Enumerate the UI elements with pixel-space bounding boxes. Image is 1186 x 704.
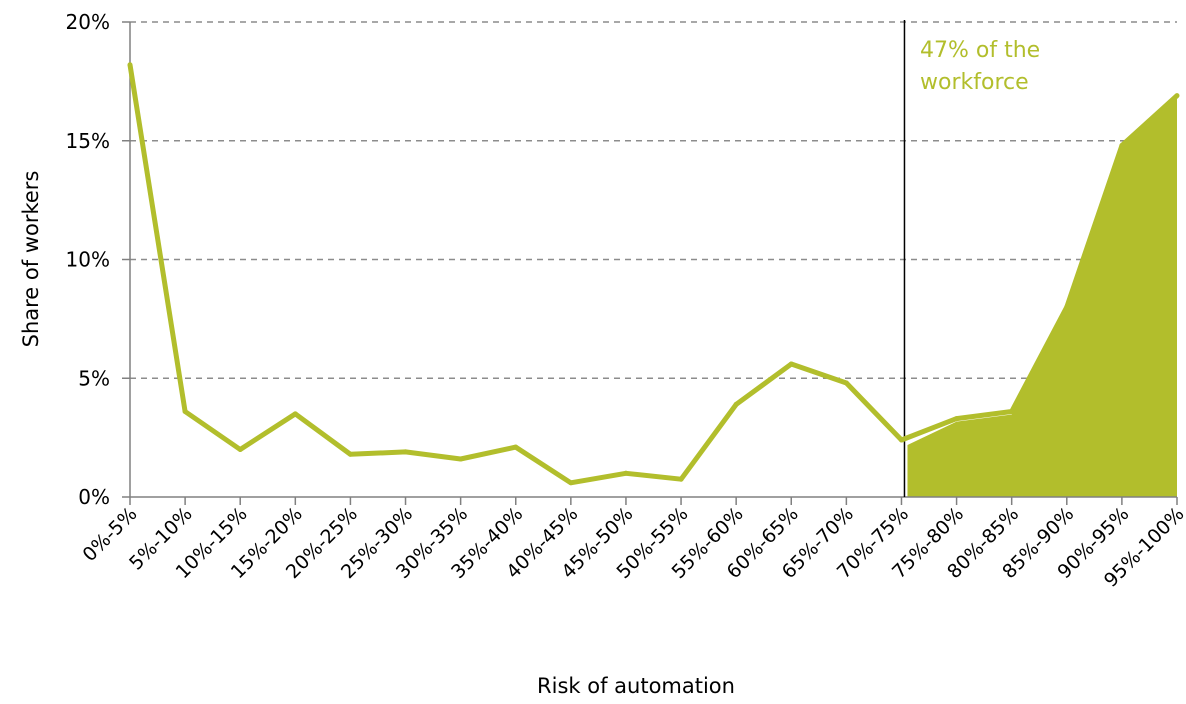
annotation-line-1: 47% of the — [920, 38, 1040, 63]
y-tick-label: 0% — [78, 485, 110, 509]
annotation: 47% of the workforce — [920, 38, 1040, 95]
highlight-fill — [907, 98, 1177, 497]
data-point — [623, 470, 629, 476]
data-point — [513, 444, 519, 450]
data-point — [568, 480, 574, 486]
data-point — [347, 451, 353, 457]
y-tick-label: 15% — [66, 129, 110, 153]
data-point — [1009, 409, 1015, 414]
data-point — [292, 411, 298, 417]
y-tick-label: 10% — [66, 248, 110, 272]
y-tick-labels: 0% 5% 10% 15% 20% — [66, 10, 110, 509]
data-point — [1064, 304, 1070, 310]
data-point — [954, 416, 960, 422]
data-point — [678, 476, 684, 482]
annotation-line-2: workforce — [920, 70, 1029, 95]
data-point — [1119, 143, 1125, 148]
data-point — [237, 447, 243, 452]
axes — [129, 20, 1178, 505]
y-axis-title: Share of workers — [19, 171, 43, 348]
gridlines — [122, 21, 1177, 498]
data-point — [733, 401, 739, 407]
x-tick-labels: 0%-5%5%-10%10%-15%15%-20%20%-25%25%-30%3… — [79, 503, 1186, 592]
y-tick-label: 20% — [66, 10, 110, 34]
y-tick-label: 5% — [78, 366, 110, 390]
x-axis-title: Risk of automation — [537, 674, 735, 698]
data-point — [403, 449, 409, 455]
data-point — [1174, 93, 1180, 99]
highlight-area — [907, 98, 1177, 497]
series-line-path — [127, 64, 1179, 486]
data-point — [788, 361, 794, 367]
data-point — [127, 62, 133, 68]
data-point — [182, 409, 188, 414]
data-point — [898, 437, 904, 443]
data-point — [458, 456, 464, 462]
series-line — [127, 62, 1180, 486]
data-point — [843, 380, 849, 386]
